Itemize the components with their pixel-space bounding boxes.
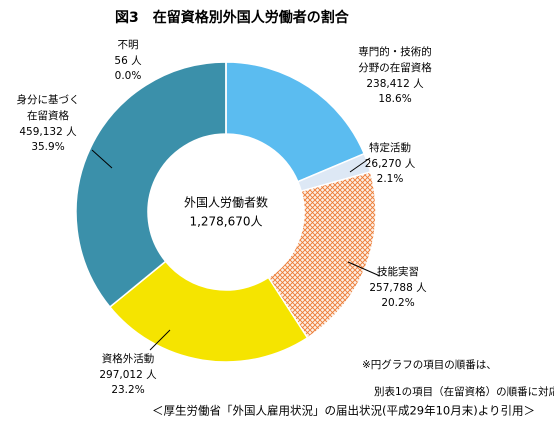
value-label: 56 人: [114, 55, 142, 67]
percent-label: 18.6%: [378, 93, 411, 105]
percent-label: 0.0%: [115, 70, 142, 82]
donut-slice: [108, 260, 309, 363]
leader-line: [149, 329, 171, 351]
note: 別表1の項目（在留資格）の順番に対応: [374, 385, 554, 398]
category-label: 資格外活動: [102, 352, 155, 365]
center-total: 1,278,670人: [189, 215, 262, 229]
leader-line: [349, 157, 371, 173]
percent-label: 23.2%: [111, 384, 144, 396]
note: ※円グラフの項目の順番は、: [362, 358, 497, 371]
donut-slice: [267, 171, 377, 339]
value-label: 459,132 人: [19, 126, 77, 138]
value-label: 238,412 人: [366, 78, 424, 90]
percent-label: 35.9%: [31, 141, 64, 153]
donut-slice: [225, 61, 366, 183]
source: ＜厚生労働省「外国人雇用状況」の届出状況(平成29年10月末)より引用＞: [152, 404, 535, 418]
category-label: 専門的・技術的: [358, 45, 432, 58]
category-label: 特定活動: [369, 141, 411, 154]
leader-line: [91, 149, 113, 169]
chart-title: 図3 在留資格別外国人労働者の割合: [115, 9, 350, 26]
center-title: 外国人労働者数: [184, 195, 268, 210]
category-label: 技能実習: [377, 265, 419, 278]
value-label: 297,012 人: [99, 369, 157, 381]
value-label: 26,270 人: [365, 158, 416, 170]
category-label: 不明: [118, 39, 139, 51]
percent-label: 2.1%: [377, 173, 404, 185]
value-label: 257,788 人: [369, 282, 427, 294]
category-label: 在留資格: [27, 109, 69, 122]
percent-label: 20.2%: [381, 297, 414, 309]
donut-slice: [75, 61, 227, 309]
category-label: 身分に基づく: [17, 93, 80, 106]
category-label: 分野の在留資格: [358, 61, 432, 74]
leader-line: [347, 261, 381, 277]
